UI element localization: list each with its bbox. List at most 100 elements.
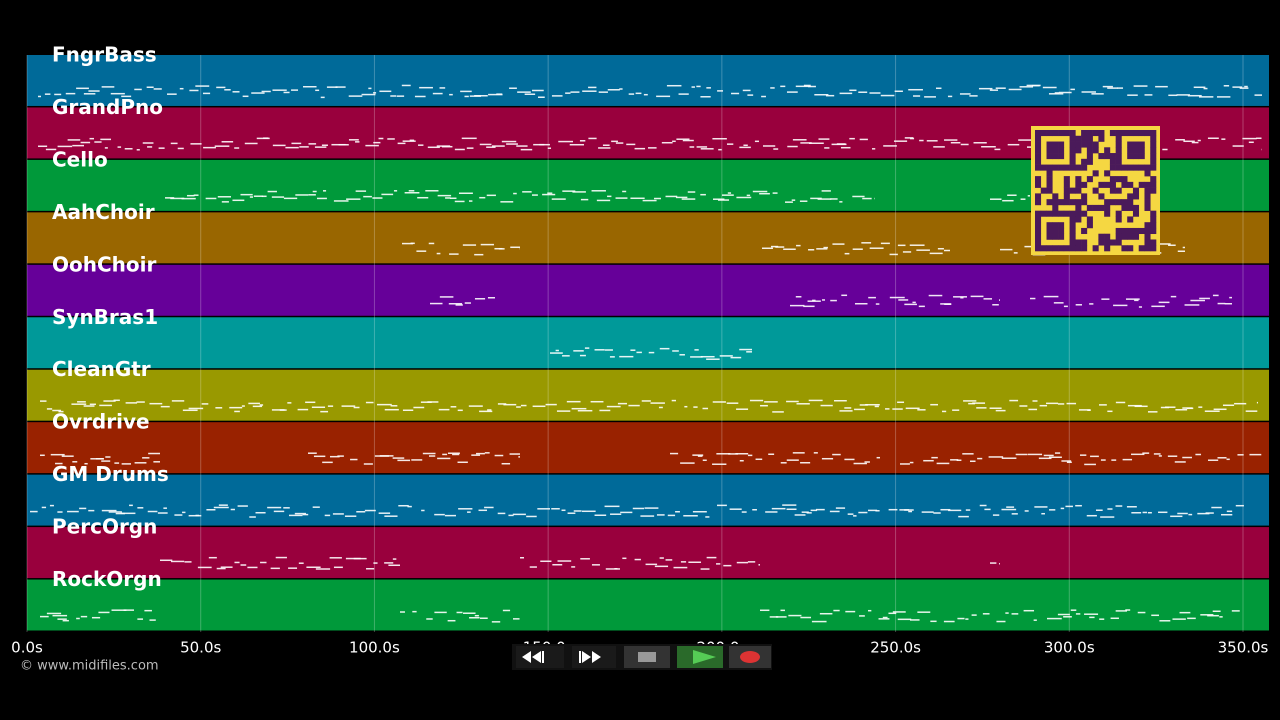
qr-module <box>1081 158 1088 165</box>
record-button[interactable] <box>729 646 771 668</box>
track-name: AahChoir <box>52 200 155 224</box>
note <box>449 93 453 96</box>
note <box>861 242 872 244</box>
note <box>58 410 64 413</box>
note <box>474 253 484 256</box>
note <box>658 406 663 409</box>
qr-module <box>1086 158 1093 165</box>
note <box>665 195 678 198</box>
note <box>596 199 611 202</box>
note <box>100 138 112 141</box>
rewind-button[interactable] <box>516 646 564 668</box>
note <box>363 195 372 198</box>
note <box>384 408 399 411</box>
play-button[interactable] <box>677 646 723 668</box>
track-name: FngrBass <box>52 43 157 67</box>
note <box>912 301 916 304</box>
qr-module <box>1121 245 1128 252</box>
note <box>718 148 722 151</box>
note <box>758 564 760 566</box>
note <box>1179 611 1191 614</box>
note <box>960 296 964 299</box>
note <box>872 148 876 150</box>
note <box>717 199 730 201</box>
track-name: GM Drums <box>52 462 169 486</box>
note <box>679 354 685 356</box>
note <box>333 200 349 202</box>
note <box>283 91 290 94</box>
note <box>402 140 416 142</box>
note <box>452 453 460 456</box>
note <box>950 141 961 144</box>
note <box>999 299 1000 301</box>
qr-module <box>1121 130 1128 137</box>
note <box>532 405 546 408</box>
note <box>1208 459 1219 461</box>
note <box>355 190 367 192</box>
note <box>1057 403 1065 405</box>
note <box>1053 302 1064 304</box>
note <box>940 508 951 511</box>
note <box>373 141 381 144</box>
note <box>1142 511 1147 514</box>
note <box>149 619 156 621</box>
fast-forward-button[interactable] <box>572 646 616 668</box>
note <box>1222 404 1235 407</box>
note <box>62 619 69 622</box>
note <box>919 139 924 142</box>
note <box>1138 306 1143 308</box>
note <box>411 459 423 461</box>
note <box>868 296 876 299</box>
note <box>524 93 536 95</box>
qr-module <box>1046 233 1053 240</box>
note <box>30 510 38 513</box>
note <box>786 400 799 403</box>
note <box>989 89 999 91</box>
qr-module <box>1144 233 1151 240</box>
note <box>308 194 316 196</box>
note <box>721 194 734 196</box>
note <box>101 460 111 462</box>
note <box>970 295 984 298</box>
note <box>688 561 702 564</box>
qr-module <box>1150 130 1157 137</box>
qr-module <box>1144 227 1151 235</box>
note <box>926 140 938 142</box>
note <box>803 305 815 308</box>
note <box>689 146 695 148</box>
qr-module <box>1127 193 1134 200</box>
track-labels: FngrBass GrandPno Cello AahChoir OohChoir Syn… <box>52 43 169 592</box>
note <box>348 95 363 97</box>
qr-module <box>1046 164 1053 171</box>
note <box>1159 620 1171 622</box>
note <box>1070 88 1075 91</box>
qr-module <box>1144 181 1151 188</box>
note <box>636 351 642 354</box>
note <box>739 348 752 351</box>
qr-module <box>1035 176 1042 183</box>
note <box>449 197 457 200</box>
note <box>337 455 344 457</box>
note <box>772 411 784 413</box>
note <box>396 95 405 97</box>
note <box>950 459 959 461</box>
note <box>488 93 503 96</box>
note <box>989 407 1002 409</box>
qr-module <box>1046 147 1053 154</box>
note <box>244 142 258 145</box>
qr-module <box>1098 204 1105 211</box>
note <box>882 616 888 619</box>
qr-module <box>1046 187 1053 194</box>
note <box>1175 409 1188 411</box>
note <box>1217 457 1227 459</box>
qr-module <box>1109 153 1116 160</box>
note <box>124 148 133 150</box>
note <box>673 566 688 569</box>
stop-button[interactable] <box>624 646 670 668</box>
time-grid <box>26 55 1244 632</box>
note <box>1042 86 1057 89</box>
note <box>905 407 920 410</box>
note <box>486 146 496 148</box>
note <box>479 196 486 199</box>
note <box>174 514 183 516</box>
